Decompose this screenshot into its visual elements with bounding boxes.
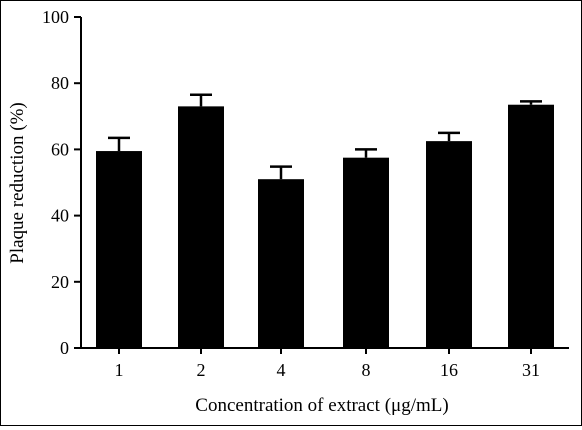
y-tick-label: 40 bbox=[51, 206, 69, 226]
bar bbox=[178, 106, 224, 349]
x-tick-label: 8 bbox=[362, 360, 371, 380]
x-axis: 1 2 4 8 16 31 bbox=[80, 347, 569, 380]
x-tick-label: 2 bbox=[197, 360, 206, 380]
bar bbox=[96, 151, 142, 348]
y-axis: 0 20 40 60 80 100 bbox=[42, 7, 82, 358]
x-tick-label: 16 bbox=[440, 360, 458, 380]
y-tick-label: 100 bbox=[42, 7, 69, 27]
bar bbox=[343, 157, 389, 348]
bar bbox=[258, 179, 304, 348]
y-tick-label: 0 bbox=[60, 338, 69, 358]
y-tick-label: 20 bbox=[51, 272, 69, 292]
x-axis-label: Concentration of extract (μg/mL) bbox=[195, 395, 448, 416]
x-tick-label: 31 bbox=[522, 360, 540, 380]
y-tick-label: 60 bbox=[51, 139, 69, 159]
bar bbox=[426, 141, 472, 348]
bars bbox=[96, 104, 554, 349]
y-tick-label: 80 bbox=[51, 73, 69, 93]
x-tick-label: 1 bbox=[115, 360, 124, 380]
x-tick-label: 4 bbox=[277, 360, 286, 380]
error-bars bbox=[108, 93, 542, 180]
bar bbox=[508, 104, 554, 348]
y-axis-label: Plaque reduction (%) bbox=[7, 102, 28, 263]
